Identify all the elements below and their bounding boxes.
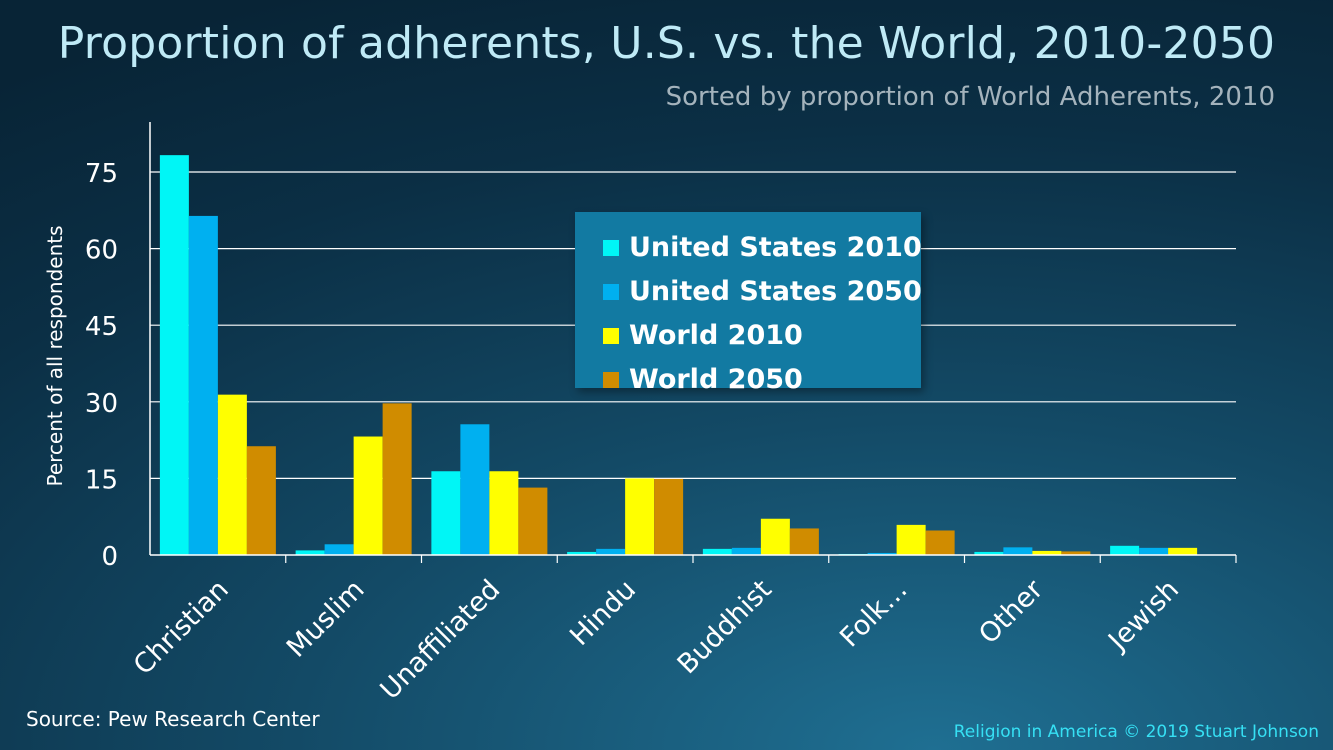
bar [896,524,926,555]
bar [431,471,461,555]
legend-item-us2010: United States 2010 [603,232,922,263]
bar [217,394,247,555]
bar [789,528,819,555]
x-tick-label: Other [973,573,1050,650]
bar [1003,547,1033,555]
legend-item-world2050: World 2050 [603,364,803,395]
legend-swatch-us2010 [603,239,619,256]
x-tick-label: Unaffiliated [375,574,507,706]
x-tick-label: Folk… [834,574,913,653]
legend-label-us2050: United States 2050 [629,276,922,307]
y-tick-label: 30 [85,389,118,419]
bar [625,478,655,555]
bar [246,446,276,555]
legend-item-world2010: World 2010 [603,320,803,351]
y-tick-label: 45 [85,312,118,342]
bar [188,215,218,555]
credit-note: Religion in America © 2019 Stuart Johnso… [953,722,1319,742]
y-tick-label: 0 [101,542,118,572]
bar [353,436,383,555]
bar [974,551,1004,555]
bar [654,478,684,555]
legend-label-us2010: United States 2010 [629,232,922,263]
bar [1139,547,1169,555]
y-tick-label: 60 [85,236,118,266]
chart-title: Proportion of adherents, U.S. vs. the Wo… [57,18,1276,69]
bar [925,530,955,555]
bar [1061,551,1091,555]
y-tick-label: 75 [85,159,118,189]
legend-item-us2050: United States 2050 [603,276,922,307]
bar [760,518,790,555]
x-tick-label: Christian [128,574,235,681]
bar [1110,545,1140,555]
y-tick-label: 15 [85,465,118,495]
bar [460,424,490,555]
legend-swatch-world2010 [603,327,619,344]
bar [702,548,732,555]
y-axis-label: Percent of all respondents [43,225,67,486]
x-tick-label: Hindu [564,574,642,652]
bar [596,548,626,555]
bar [1168,547,1198,555]
x-tick-label: Muslim [281,574,371,664]
bar [1032,550,1062,555]
bar [324,544,354,555]
bar [867,552,897,555]
source-note: Source: Pew Research Center [26,707,320,731]
bar [159,155,189,555]
legend-swatch-world2050 [603,371,619,388]
bar [382,403,412,555]
chart-subtitle: Sorted by proportion of World Adherents,… [665,82,1275,112]
bar [489,471,519,555]
bar [295,550,325,555]
chart-legend: United States 2010 United States 2050 Wo… [575,212,922,395]
x-tick-label: Buddhist [672,574,778,680]
bars [159,155,1198,555]
bar [567,551,597,555]
legend-label-world2050: World 2050 [629,364,803,395]
legend-label-world2010: World 2010 [629,320,803,351]
axes: 0 15 30 45 60 75 Christian Muslim Unaffiliated Hi… [85,122,1237,706]
bar [518,487,548,555]
bar [731,547,761,555]
x-tick-label: Jewish [1101,574,1185,658]
legend-swatch-us2050 [603,283,619,300]
